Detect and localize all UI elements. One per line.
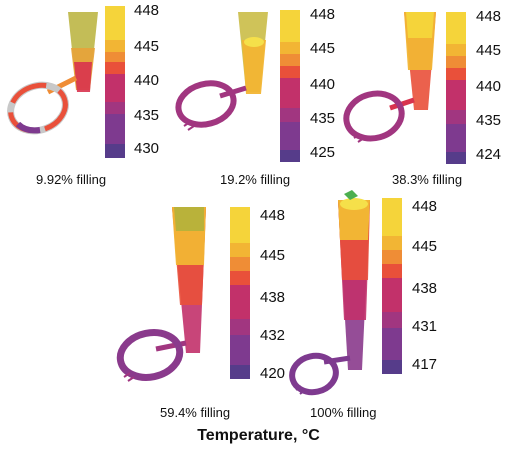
casting-model-2 — [175, 12, 268, 131]
colorbar-2 — [280, 10, 300, 162]
tick-label: 440 — [134, 72, 160, 89]
tick-label: 440 — [476, 78, 502, 95]
tick-label: 445 — [476, 42, 502, 59]
tick-label: 432 — [260, 327, 286, 344]
panel-19-2-filling: 448 445 440 435 425 19.2% filling — [172, 0, 344, 192]
tick-label: 425 — [310, 144, 336, 161]
panel-100-filling: 448 445 438 431 417 100% filling — [289, 190, 517, 425]
panel-9-92-filling: 448 445 440 435 430 9.92% filling — [0, 0, 172, 192]
colorbar-1 — [105, 6, 125, 158]
figure-title: Temperature, °C — [197, 427, 320, 444]
tick-label: 424 — [476, 146, 502, 163]
tick-label: 435 — [476, 112, 502, 129]
casting-model-5 — [289, 190, 370, 396]
tick-label: 445 — [134, 38, 160, 55]
panel-caption: 59.4% filling — [160, 405, 231, 420]
tick-label: 420 — [260, 365, 286, 382]
casting-model-4 — [116, 207, 206, 382]
casting-model-1 — [7, 12, 98, 135]
tick-label: 448 — [134, 2, 160, 19]
panel-caption: 38.3% filling — [392, 172, 463, 187]
colorbar-4 — [230, 207, 250, 379]
panel-caption: 19.2% filling — [220, 172, 291, 187]
panel-38-3-filling: 448 445 440 435 424 38.3% filling — [343, 0, 517, 192]
tick-label: 417 — [412, 356, 438, 373]
tick-label: 445 — [310, 40, 336, 57]
tick-label: 448 — [310, 6, 336, 23]
tick-label: 445 — [412, 238, 438, 255]
tick-label: 448 — [260, 207, 286, 224]
panel-caption: 9.92% filling — [36, 172, 107, 187]
colorbar-3 — [446, 12, 466, 164]
tick-label: 431 — [412, 318, 438, 335]
tick-label: 435 — [134, 107, 160, 124]
tick-label: 448 — [476, 8, 502, 25]
tick-label: 448 — [412, 198, 438, 215]
panel-caption: 100% filling — [310, 405, 377, 420]
tick-label: 445 — [260, 247, 286, 264]
tick-label: 435 — [310, 110, 336, 127]
tick-label: 438 — [412, 280, 438, 297]
tick-label: 438 — [260, 289, 286, 306]
tick-label: 440 — [310, 76, 336, 93]
tick-label: 430 — [134, 140, 160, 157]
colorbar-5 — [382, 198, 402, 374]
casting-model-3 — [343, 12, 436, 143]
panel-59-4-filling: 448 445 438 432 420 59.4% filling — [110, 195, 310, 425]
